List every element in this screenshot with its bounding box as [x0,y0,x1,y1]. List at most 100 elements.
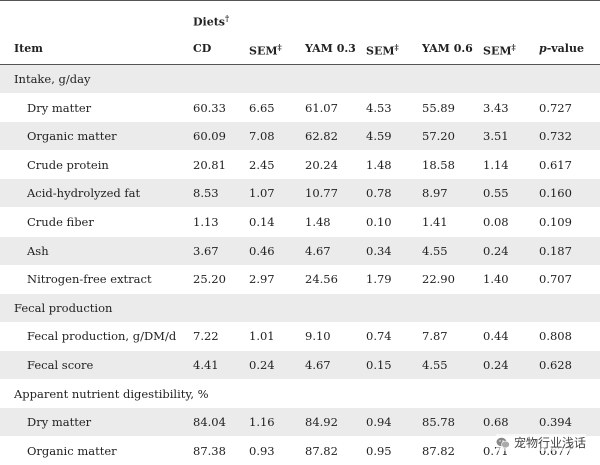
table-row: Dry matter 84.04 1.16 84.92 0.94 85.78 0.68 0.3… [0,408,600,437]
table-row: Nitrogen-free extract 25.20 2.97 24.56 1.79 2… [0,265,600,293]
header-yam-03: YAM 0.3 [305,42,356,55]
row-label: Acid-hydrolyzed fat [27,186,141,201]
value-cell: 61.07 [305,100,338,115]
value-cell: 0.394 [539,415,572,430]
section-row: Apparent nutrient digestibility, % [0,380,600,408]
row-label: Dry matter [27,415,92,430]
value-cell: 1.07 [249,186,275,201]
value-cell: 4.41 [193,358,219,372]
value-cell: 1.48 [366,157,392,172]
table-row: Organic matter87.380.9387.820.9587.820.7… [0,437,600,465]
row-label: Fecal production, g/DM/d [27,329,177,344]
row-label: Dry matter [27,100,92,115]
value-cell: 0.109 [539,215,572,229]
section-row: Intake, g/day [0,65,600,93]
value-cell: 20.24 [305,157,338,172]
value-cell: 6.65 [249,100,275,115]
table-row: Ash 3.67 0.46 4.67 0.34 4.55 0.24 0.187 [0,236,600,265]
value-cell: 7.87 [422,329,448,344]
header-yam-06: YAM 0.6 [422,42,473,55]
table-row: Dry matter 60.33 6.65 61.07 4.53 55.89 3.43 0.7… [0,94,600,122]
value-cell: 4.53 [366,100,392,115]
header-cd: CD [193,42,212,55]
value-cell: 57.20 [422,129,455,144]
value-cell: 0.628 [539,358,572,372]
row-label: Nitrogen-free extract [27,272,152,287]
value-cell: 0.24 [483,358,509,372]
watermark-text: 宠物行业浅话 [513,436,586,450]
value-cell: 24.56 [305,272,338,287]
value-cell: 85.78 [422,415,455,430]
value-cell: 0.94 [366,415,392,430]
value-cell: 10.77 [305,186,338,201]
value-cell: 4.67 [305,243,331,258]
header-sem-cd: SEM‡ [249,42,282,58]
table-row: Crude fiber 1.13 0.14 1.48 0.10 1.41 0.08 0.109 [0,208,600,236]
value-cell: 8.53 [193,186,219,201]
value-cell: 18.58 [422,157,455,172]
section-row: Fecal production [0,293,600,322]
value-cell: 0.14 [249,215,275,229]
value-cell: 7.08 [249,129,275,144]
value-cell: 3.67 [193,243,219,258]
table-row: Organic matter 60.09 7.08 62.82 4.59 57.20 3.5… [0,122,600,151]
header-sem-yam03: SEM‡ [366,42,399,58]
value-cell: 0.187 [539,243,572,258]
value-cell: 0.93 [249,443,275,458]
value-cell: 0.808 [539,329,572,344]
value-cell: 0.95 [366,443,392,458]
value-cell: 7.22 [193,329,219,344]
value-cell: 0.08 [483,215,509,229]
header-bottom-rule [0,64,600,65]
value-cell: 8.97 [422,186,448,201]
wechat-icon [496,437,510,448]
value-cell: 87.38 [193,443,226,458]
value-cell: 1.79 [366,272,392,287]
value-cell: 4.59 [366,129,392,144]
row-label: Organic matter [27,129,117,144]
value-cell: 60.33 [193,100,226,115]
value-cell: 87.82 [422,443,455,458]
value-cell: 87.82 [305,443,338,458]
value-cell: 1.40 [483,272,509,287]
value-cell: 84.92 [305,415,338,430]
value-cell: 60.09 [193,129,226,144]
row-label: Fecal score [27,358,94,372]
value-cell: 0.15 [366,358,392,372]
header-p-value: p-value [539,42,584,55]
value-cell: 0.74 [366,329,392,344]
value-cell: 1.14 [483,157,509,172]
value-cell: 9.10 [305,329,331,344]
row-label: Organic matter [27,443,117,458]
section-label: Apparent nutrient digestibility, % [14,386,209,401]
header-sem-yam06: SEM‡ [483,42,516,58]
value-cell: 2.97 [249,272,275,287]
row-label: Ash [27,243,49,258]
value-cell: 1.48 [305,215,331,229]
value-cell: 1.01 [249,329,275,344]
value-cell: 0.55 [483,186,509,201]
table-top-rule [0,0,600,1]
header-item: Item [14,42,43,55]
value-cell: 1.16 [249,415,275,430]
value-cell: 3.43 [483,100,509,115]
value-cell: 0.34 [366,243,392,258]
value-cell: 0.617 [539,157,572,172]
value-cell: 0.68 [483,415,509,430]
table-row: Acid-hydrolyzed fat 8.53 1.07 10.77 0.78 8.97… [0,179,600,208]
value-cell: 0.160 [539,186,572,201]
value-cell: 0.46 [249,243,275,258]
value-cell: 0.44 [483,329,509,344]
table-row: Fecal production, g/DM/d 7.22 1.01 9.10 0.74… [0,322,600,350]
value-cell: 0.24 [483,243,509,258]
value-cell: 2.45 [249,157,275,172]
value-cell: 0.24 [249,358,275,372]
diets-header: Diets† [193,13,230,29]
watermark: 宠物行业浅话 [495,434,586,451]
value-cell: 20.81 [193,157,226,172]
row-label: Crude fiber [27,215,94,229]
value-cell: 0.10 [366,215,392,229]
value-cell: 55.89 [422,100,455,115]
value-cell: 0.732 [539,129,572,144]
